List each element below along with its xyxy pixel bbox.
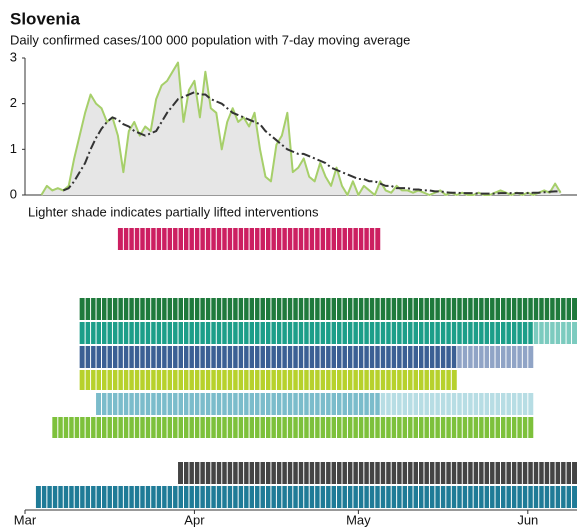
intervention-bar: [79, 370, 457, 390]
series-line: [40, 61, 562, 196]
intervention-bar: [178, 462, 577, 484]
intervention-bar: [35, 486, 578, 508]
y-tick-label: 3: [10, 49, 17, 64]
x-tick-label: Apr: [184, 512, 205, 527]
y-tick-label: 1: [10, 141, 17, 156]
area: [41, 62, 561, 195]
x-tick-label: Jun: [517, 512, 538, 527]
chart-title: Slovenia: [10, 9, 80, 28]
y-tick-label: 0: [10, 186, 17, 201]
chart-subtitle: Daily confirmed cases/100 000 population…: [10, 32, 410, 47]
intervention-bar: [79, 322, 534, 344]
x-tick-label: Mar: [14, 512, 37, 527]
intervention-bar: [79, 298, 577, 320]
note: Lighter shade indicates partially lifted…: [28, 204, 319, 219]
intervention-bar: [79, 346, 457, 368]
x-tick-label: May: [346, 512, 371, 527]
y-tick-label: 2: [10, 95, 17, 110]
